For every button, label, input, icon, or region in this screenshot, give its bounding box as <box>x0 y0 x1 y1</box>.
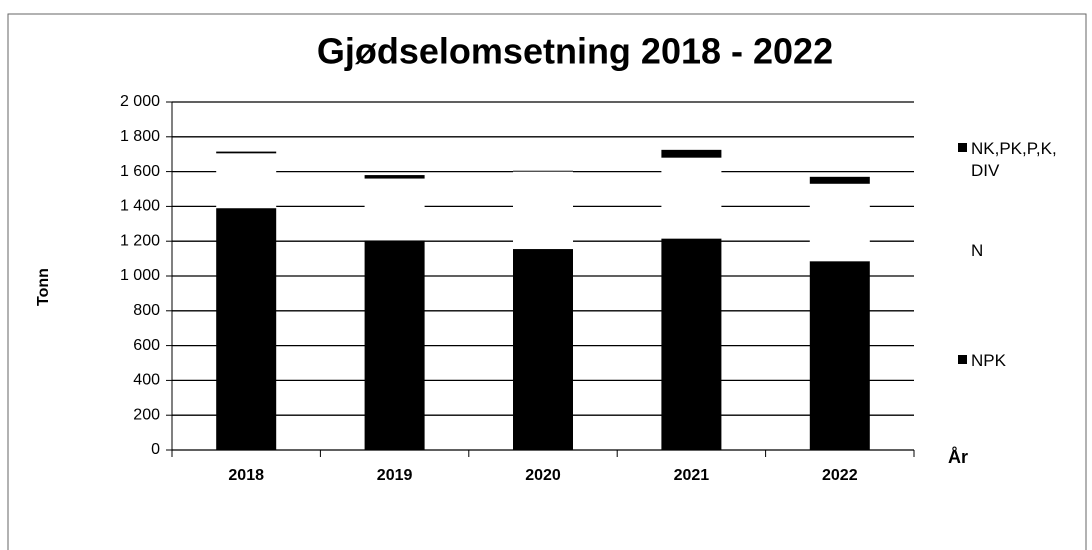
x-tick-label: 2020 <box>525 467 561 484</box>
bar-segment <box>216 153 277 209</box>
y-tick-label: 400 <box>133 372 160 389</box>
y-tick-label: 0 <box>151 441 160 458</box>
bar-segment <box>809 183 870 262</box>
bar-segment <box>216 151 277 154</box>
x-tick-label: 2021 <box>674 467 710 484</box>
legend-item: N <box>958 240 1081 262</box>
x-axis-label: År <box>948 447 968 467</box>
y-tick-label: 1 000 <box>120 267 160 284</box>
y-tick-label: 800 <box>133 302 160 319</box>
legend-item: NK,PK,P,K, DIV <box>958 138 1081 182</box>
bar-segment <box>513 249 573 450</box>
bar-segment <box>513 171 573 250</box>
frame <box>7 13 1087 550</box>
legend-item: NPK <box>958 350 1081 372</box>
x-tick-label: 2022 <box>822 467 858 484</box>
bar-segment <box>661 238 722 450</box>
y-axis-label: Tonn <box>35 268 52 306</box>
x-tick-label: 2019 <box>377 467 413 484</box>
legend-label: NPK <box>971 351 1006 370</box>
y-tick-label: 1 600 <box>120 163 160 180</box>
bar-segment <box>661 157 722 239</box>
legend-swatch <box>958 355 967 364</box>
y-tick-label: 1 200 <box>120 232 160 249</box>
bar-segment <box>364 240 425 450</box>
legend-swatch <box>958 143 967 152</box>
x-tick-label: 2018 <box>228 467 264 484</box>
y-tick-label: 2 000 <box>120 93 160 110</box>
legend-label: NK,PK,P,K, DIV <box>971 139 1057 180</box>
bar-segment <box>661 149 722 158</box>
bar-segment <box>364 178 425 241</box>
bar-segment <box>513 170 573 172</box>
bar-segment <box>364 175 425 179</box>
y-tick-label: 600 <box>133 337 160 354</box>
legend-label: N <box>971 241 984 260</box>
y-tick-label: 1 400 <box>120 198 160 215</box>
y-tick-label: 200 <box>133 406 160 423</box>
bar-segment <box>216 208 277 450</box>
chart-title: Gjødselomsetning 2018 - 2022 <box>317 31 833 72</box>
bar-segment <box>809 176 870 184</box>
y-tick-label: 1 800 <box>120 128 160 145</box>
bar-segment <box>809 261 870 450</box>
legend-swatch <box>958 245 967 254</box>
